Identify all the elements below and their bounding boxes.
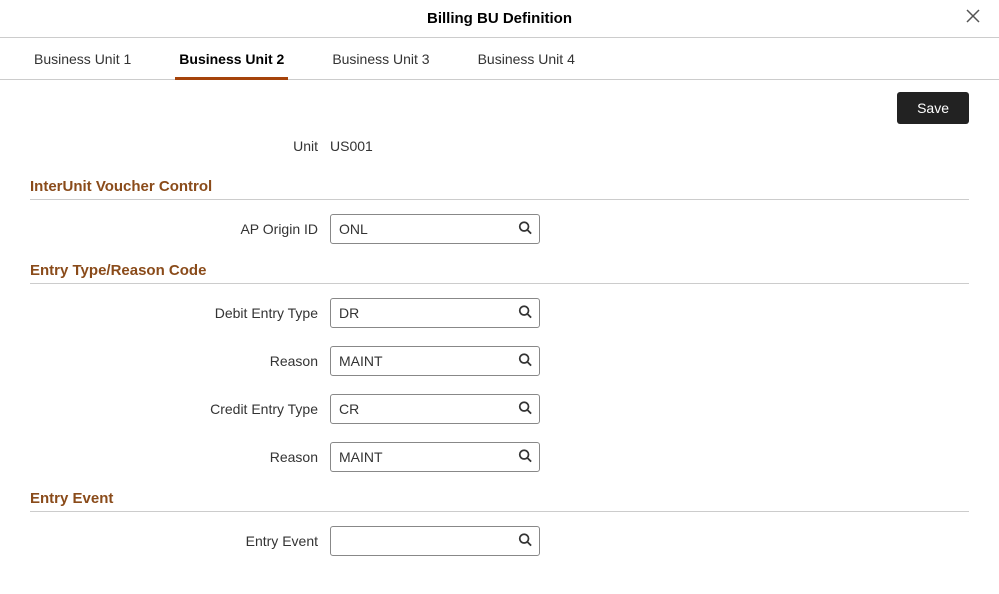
search-icon[interactable] [518,401,532,418]
credit-reason-input[interactable] [330,442,540,472]
close-icon[interactable] [965,8,981,28]
debit-entry-type-lookup [330,298,540,328]
entry-event-row: Entry Event [30,526,969,556]
credit-entry-type-label: Credit Entry Type [30,401,330,417]
credit-entry-type-row: Credit Entry Type [30,394,969,424]
debit-reason-row: Reason [30,346,969,376]
entry-event-input[interactable] [330,526,540,556]
search-icon[interactable] [518,353,532,370]
debit-reason-input[interactable] [330,346,540,376]
ap-origin-label: AP Origin ID [30,221,330,237]
credit-entry-type-lookup [330,394,540,424]
debit-reason-lookup [330,346,540,376]
tab-business-unit-4[interactable]: Business Unit 4 [474,41,579,80]
unit-row: Unit US001 [30,132,969,160]
unit-value: US001 [330,138,373,154]
credit-reason-label: Reason [30,449,330,465]
debit-entry-type-row: Debit Entry Type [30,298,969,328]
ap-origin-input[interactable] [330,214,540,244]
debit-reason-label: Reason [30,353,330,369]
section-entry-event-title: Entry Event [30,490,969,512]
ap-origin-lookup [330,214,540,244]
tab-business-unit-1[interactable]: Business Unit 1 [30,41,135,80]
tab-business-unit-2[interactable]: Business Unit 2 [175,41,288,80]
dialog-title: Billing BU Definition [427,10,572,27]
debit-entry-type-input[interactable] [330,298,540,328]
toolbar: Save [30,92,969,124]
tab-business-unit-3[interactable]: Business Unit 3 [328,41,433,80]
save-button[interactable]: Save [897,92,969,124]
search-icon[interactable] [518,221,532,238]
search-icon[interactable] [518,305,532,322]
credit-reason-row: Reason [30,442,969,472]
section-entry-type-reason-title: Entry Type/Reason Code [30,262,969,284]
dialog-header: Billing BU Definition [0,0,999,38]
tab-bar: Business Unit 1 Business Unit 2 Business… [0,38,999,80]
ap-origin-row: AP Origin ID [30,214,969,244]
debit-entry-type-label: Debit Entry Type [30,305,330,321]
credit-entry-type-input[interactable] [330,394,540,424]
content-area: Save Unit US001 InterUnit Voucher Contro… [0,80,999,594]
credit-reason-lookup [330,442,540,472]
search-icon[interactable] [518,449,532,466]
section-interunit-voucher-title: InterUnit Voucher Control [30,178,969,200]
entry-event-lookup [330,526,540,556]
unit-label: Unit [30,138,330,154]
